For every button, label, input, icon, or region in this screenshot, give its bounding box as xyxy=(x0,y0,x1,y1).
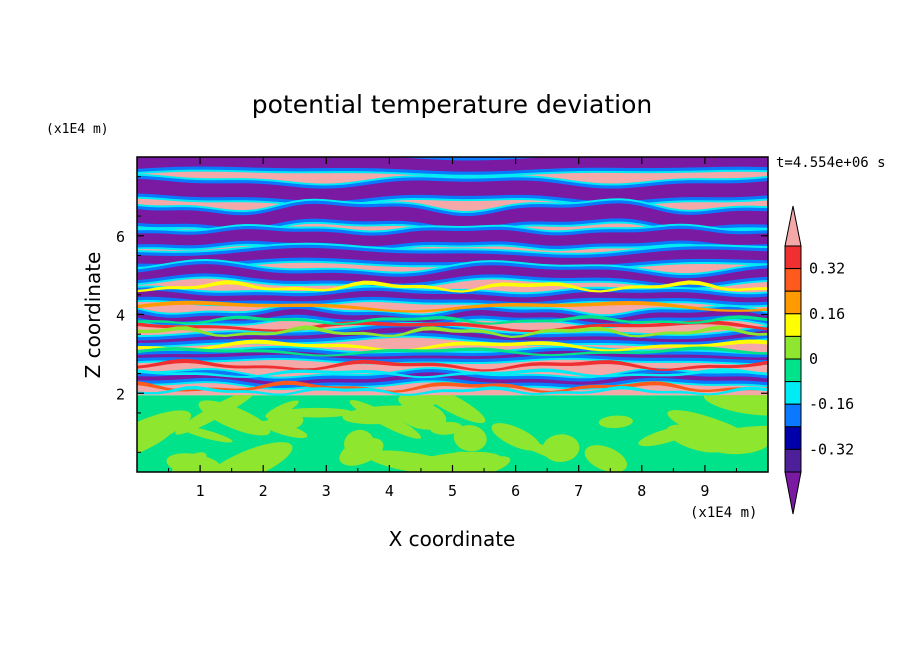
field-blob xyxy=(342,405,426,425)
colorbar-label: 0.16 xyxy=(809,305,845,323)
x-tick-label: 3 xyxy=(322,482,331,500)
colorbar: 0.32 0.16 0 -0.16 -0.32 xyxy=(784,205,854,515)
colorbar-level xyxy=(784,290,802,315)
colorbar-level xyxy=(784,358,802,383)
layer-cold xyxy=(137,178,768,202)
colorbar-level xyxy=(784,313,802,337)
field-blob xyxy=(584,445,628,472)
y-tick-label: 4 xyxy=(116,307,125,325)
field-blob xyxy=(172,452,207,472)
field-blob xyxy=(265,400,299,418)
colorbar-bottom-arrow xyxy=(784,471,802,515)
field-blob xyxy=(179,425,233,443)
field-blob xyxy=(205,461,277,472)
field-blob xyxy=(453,425,487,452)
layer-warm xyxy=(137,300,768,313)
colorbar-label: 0.32 xyxy=(809,260,845,278)
layer-streak xyxy=(137,346,768,357)
colorbar-top-arrow xyxy=(784,205,802,247)
field-blob xyxy=(137,410,192,450)
x-tick-label: 5 xyxy=(448,482,457,500)
x-tick-label: 4 xyxy=(385,482,394,500)
layer-warm xyxy=(137,339,768,352)
y-axis-label: Z coordinate xyxy=(81,252,105,379)
y-unit-label: (x1E4 m) xyxy=(46,122,109,137)
layer-streak xyxy=(137,368,768,379)
x-tick-label: 7 xyxy=(574,482,583,500)
field-blob xyxy=(260,420,308,439)
colorbar-level xyxy=(784,268,802,292)
y-tick-label: 6 xyxy=(116,228,125,246)
time-label: t=4.554e+06 s xyxy=(776,155,886,171)
layer-cold xyxy=(137,157,768,172)
field-blob xyxy=(366,450,464,472)
layer-cold xyxy=(137,247,768,266)
chart-title: potential temperature deviation xyxy=(252,90,652,119)
x-tick-label: 8 xyxy=(637,482,646,500)
x-tick-label: 1 xyxy=(196,482,205,500)
layer-cold xyxy=(137,203,768,229)
x-unit-label: (x1E4 m) xyxy=(690,505,757,521)
layer-cold xyxy=(137,290,768,303)
layer-warm xyxy=(137,325,768,339)
x-tick-label: 6 xyxy=(511,482,520,500)
heatmap-field xyxy=(137,157,768,472)
layer-warm xyxy=(137,280,768,293)
field-blob xyxy=(667,410,762,449)
layer-cold xyxy=(137,327,768,343)
x-tick-label: 9 xyxy=(700,482,709,500)
colorbar-level xyxy=(784,403,802,428)
field-blob xyxy=(198,400,271,436)
layer-warm xyxy=(137,358,768,372)
layer-edge xyxy=(137,324,768,347)
layer-streak xyxy=(137,385,768,396)
colorbar-level xyxy=(784,335,802,360)
layer-cold xyxy=(137,228,768,247)
colorbar-level xyxy=(784,245,802,270)
x-axis-label: X coordinate xyxy=(389,527,516,551)
layer-cold xyxy=(137,264,768,285)
x-axis-ticks: 1 2 3 4 5 6 7 8 9 xyxy=(168,157,737,500)
y-axis-ticks: 2 4 6 xyxy=(116,176,768,453)
field-blob xyxy=(598,415,634,429)
colorbar-level xyxy=(784,448,802,473)
field-blob xyxy=(666,424,726,453)
layer-streak xyxy=(137,314,768,325)
colorbar-label: 0 xyxy=(809,350,818,368)
field-blob xyxy=(703,389,768,416)
y-tick-label: 2 xyxy=(116,385,125,403)
colorbar-label: -0.32 xyxy=(809,440,854,458)
field-blob xyxy=(491,423,541,451)
x-tick-label: 2 xyxy=(259,482,268,500)
colorbar-label: -0.16 xyxy=(809,395,854,413)
layer-warm xyxy=(137,380,768,394)
colorbar-level xyxy=(784,426,802,450)
colorbar-level xyxy=(784,381,802,405)
